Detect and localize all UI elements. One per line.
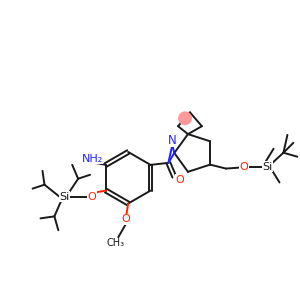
Text: N: N xyxy=(168,134,177,147)
Text: O: O xyxy=(239,162,248,172)
Text: O: O xyxy=(122,214,130,224)
Text: Si: Si xyxy=(59,192,69,202)
Circle shape xyxy=(178,111,192,125)
Text: O: O xyxy=(88,192,96,202)
Text: CH₃: CH₃ xyxy=(106,238,124,248)
Text: Si: Si xyxy=(262,162,273,172)
Text: O: O xyxy=(176,175,184,185)
Text: NH₂: NH₂ xyxy=(81,154,103,164)
